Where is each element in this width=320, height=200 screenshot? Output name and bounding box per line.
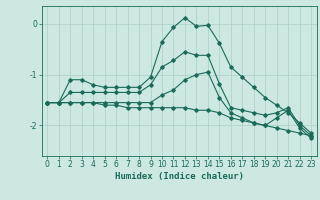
X-axis label: Humidex (Indice chaleur): Humidex (Indice chaleur) (115, 172, 244, 181)
